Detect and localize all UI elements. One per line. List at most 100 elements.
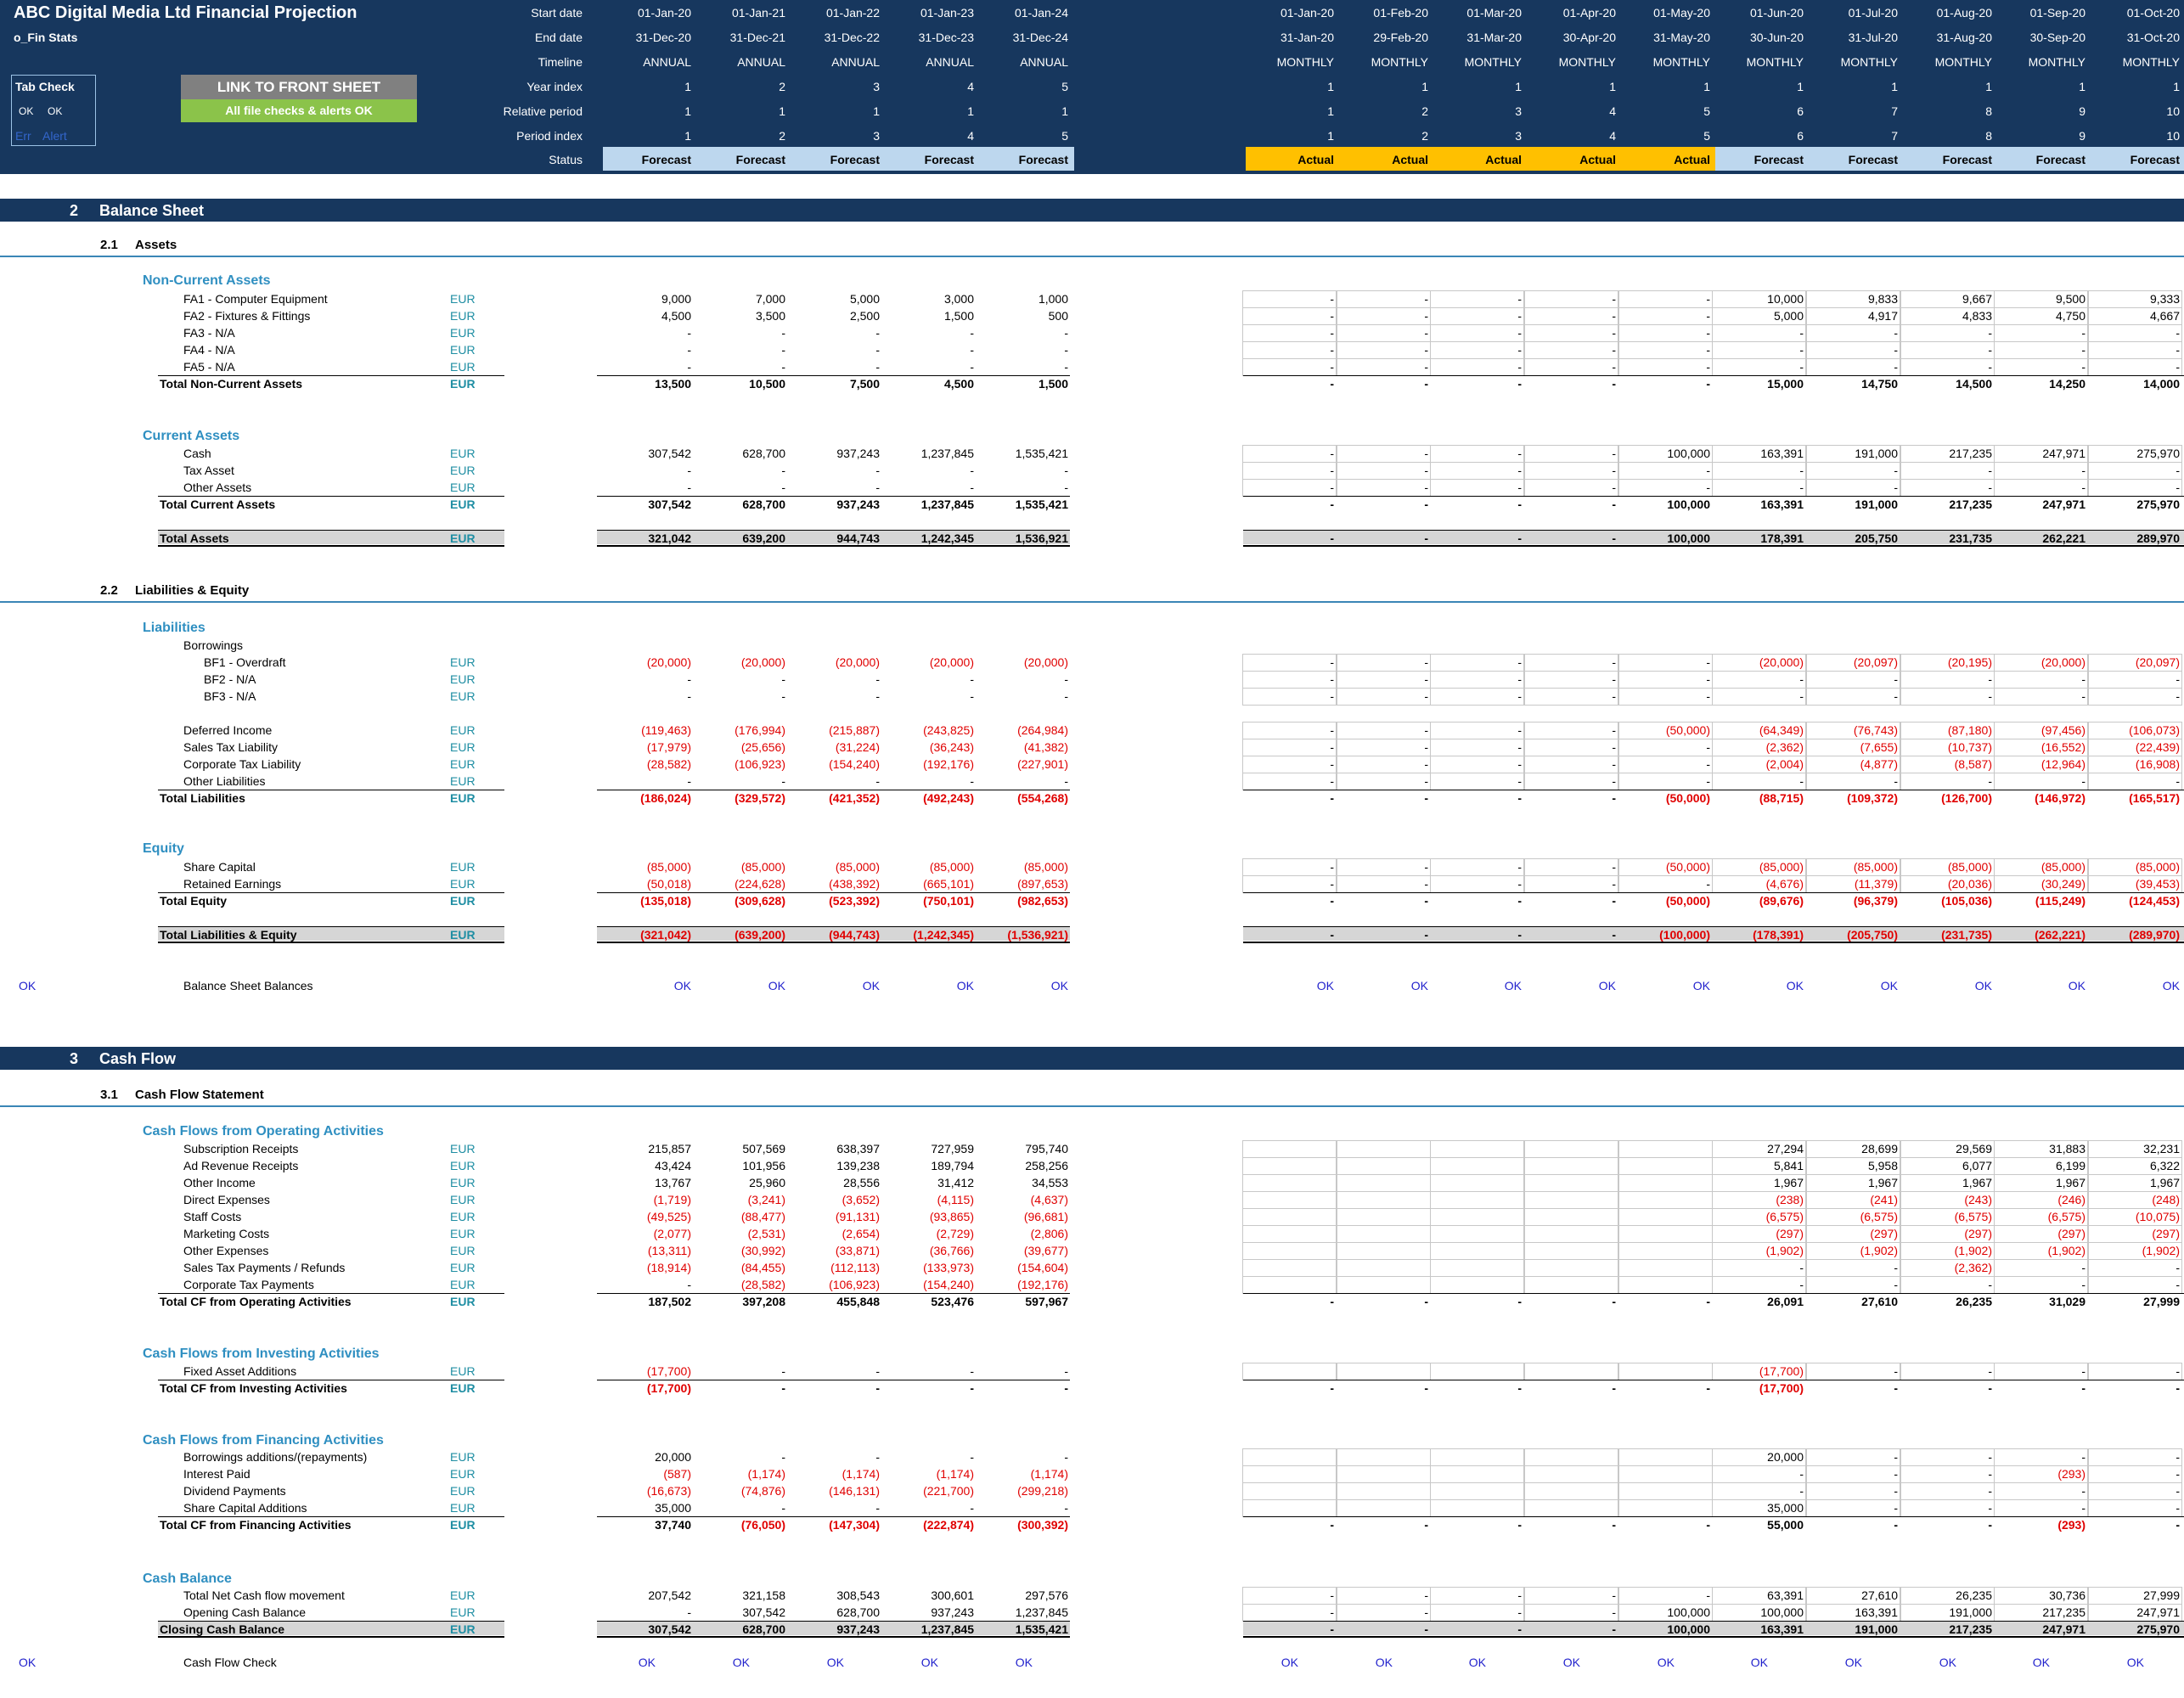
input-cell[interactable] xyxy=(1524,1242,1618,1260)
input-cell[interactable] xyxy=(1994,1482,2088,1500)
input-cell[interactable] xyxy=(1337,1242,1431,1260)
input-cell[interactable] xyxy=(1430,1604,1524,1622)
input-cell[interactable] xyxy=(1337,462,1431,480)
input-cell[interactable] xyxy=(1337,307,1431,325)
input-cell[interactable] xyxy=(1337,1174,1431,1192)
input-cell[interactable] xyxy=(1806,1499,1900,1517)
input-cell[interactable] xyxy=(1242,1208,1337,1226)
input-cell[interactable] xyxy=(1524,1191,1618,1209)
input-cell[interactable] xyxy=(1430,858,1524,876)
input-cell[interactable] xyxy=(1524,1157,1618,1175)
input-cell[interactable] xyxy=(1242,324,1337,342)
input-cell[interactable] xyxy=(1618,1191,1713,1209)
input-cell[interactable] xyxy=(1524,1482,1618,1500)
input-cell[interactable] xyxy=(1337,1140,1431,1158)
input-cell[interactable] xyxy=(1900,1448,1995,1466)
input-cell[interactable] xyxy=(1337,1499,1431,1517)
input-cell[interactable] xyxy=(1242,1157,1337,1175)
input-cell[interactable] xyxy=(1430,1499,1524,1517)
input-cell[interactable] xyxy=(1242,290,1337,308)
input-cell[interactable] xyxy=(1806,1259,1900,1277)
input-cell[interactable] xyxy=(2088,1276,2182,1294)
input-cell[interactable] xyxy=(1618,1482,1713,1500)
input-cell[interactable] xyxy=(1712,1465,1806,1483)
input-cell[interactable] xyxy=(1524,722,1618,739)
input-cell[interactable] xyxy=(1430,358,1524,376)
input-cell[interactable] xyxy=(1994,671,2088,689)
input-cell[interactable] xyxy=(1806,1276,1900,1294)
input-cell[interactable] xyxy=(1524,1259,1618,1277)
input-cell[interactable] xyxy=(1242,688,1337,706)
input-cell[interactable] xyxy=(1524,756,1618,773)
input-cell[interactable] xyxy=(1524,479,1618,497)
input-cell[interactable] xyxy=(1618,739,1713,756)
input-cell[interactable] xyxy=(1712,773,1806,790)
input-cell[interactable] xyxy=(1430,1587,1524,1605)
input-cell[interactable] xyxy=(1337,1363,1431,1380)
input-cell[interactable] xyxy=(1618,1448,1713,1466)
input-cell[interactable] xyxy=(1712,324,1806,342)
input-cell[interactable] xyxy=(1524,1225,1618,1243)
input-cell[interactable] xyxy=(1430,654,1524,672)
input-cell[interactable] xyxy=(1900,773,1995,790)
input-cell[interactable] xyxy=(1430,324,1524,342)
input-cell[interactable] xyxy=(1242,671,1337,689)
input-cell[interactable] xyxy=(1806,341,1900,359)
input-cell[interactable] xyxy=(1524,307,1618,325)
input-cell[interactable] xyxy=(1242,1191,1337,1209)
input-cell[interactable] xyxy=(1337,739,1431,756)
input-cell[interactable] xyxy=(1994,1259,2088,1277)
input-cell[interactable] xyxy=(1618,290,1713,308)
input-cell[interactable] xyxy=(1242,1604,1337,1622)
input-cell[interactable] xyxy=(1712,1482,1806,1500)
input-cell[interactable] xyxy=(1618,1140,1713,1158)
input-cell[interactable] xyxy=(1430,875,1524,893)
input-cell[interactable] xyxy=(1337,1276,1431,1294)
input-cell[interactable] xyxy=(1806,1363,1900,1380)
input-cell[interactable] xyxy=(1337,445,1431,463)
input-cell[interactable] xyxy=(2088,1482,2182,1500)
input-cell[interactable] xyxy=(1524,1208,1618,1226)
input-cell[interactable] xyxy=(2088,1448,2182,1466)
input-cell[interactable] xyxy=(1524,341,1618,359)
input-cell[interactable] xyxy=(1900,358,1995,376)
input-cell[interactable] xyxy=(1618,479,1713,497)
input-cell[interactable] xyxy=(1618,1157,1713,1175)
input-cell[interactable] xyxy=(1337,1465,1431,1483)
input-cell[interactable] xyxy=(1430,307,1524,325)
input-cell[interactable] xyxy=(1524,875,1618,893)
input-cell[interactable] xyxy=(1430,462,1524,480)
link-to-front-sheet-button[interactable]: LINK TO FRONT SHEET xyxy=(181,75,417,99)
input-cell[interactable] xyxy=(1618,1208,1713,1226)
input-cell[interactable] xyxy=(1994,462,2088,480)
input-cell[interactable] xyxy=(1430,290,1524,308)
input-cell[interactable] xyxy=(1712,358,1806,376)
input-cell[interactable] xyxy=(1524,739,1618,756)
input-cell[interactable] xyxy=(1618,341,1713,359)
input-cell[interactable] xyxy=(1337,722,1431,739)
input-cell[interactable] xyxy=(1618,1363,1713,1380)
input-cell[interactable] xyxy=(1618,1276,1713,1294)
input-cell[interactable] xyxy=(1712,1276,1806,1294)
input-cell[interactable] xyxy=(1618,688,1713,706)
input-cell[interactable] xyxy=(1337,1482,1431,1500)
input-cell[interactable] xyxy=(1994,1276,2088,1294)
input-cell[interactable] xyxy=(1242,875,1337,893)
input-cell[interactable] xyxy=(1618,1225,1713,1243)
input-cell[interactable] xyxy=(1524,1174,1618,1192)
input-cell[interactable] xyxy=(1994,1363,2088,1380)
input-cell[interactable] xyxy=(1430,445,1524,463)
input-cell[interactable] xyxy=(1337,341,1431,359)
input-cell[interactable] xyxy=(1806,1482,1900,1500)
input-cell[interactable] xyxy=(1618,671,1713,689)
input-cell[interactable] xyxy=(1242,858,1337,876)
input-cell[interactable] xyxy=(1430,671,1524,689)
input-cell[interactable] xyxy=(1430,1225,1524,1243)
input-cell[interactable] xyxy=(1712,479,1806,497)
input-cell[interactable] xyxy=(1900,671,1995,689)
input-cell[interactable] xyxy=(2088,462,2182,480)
input-cell[interactable] xyxy=(1337,688,1431,706)
input-cell[interactable] xyxy=(1524,1448,1618,1466)
input-cell[interactable] xyxy=(1242,1482,1337,1500)
input-cell[interactable] xyxy=(2088,1363,2182,1380)
